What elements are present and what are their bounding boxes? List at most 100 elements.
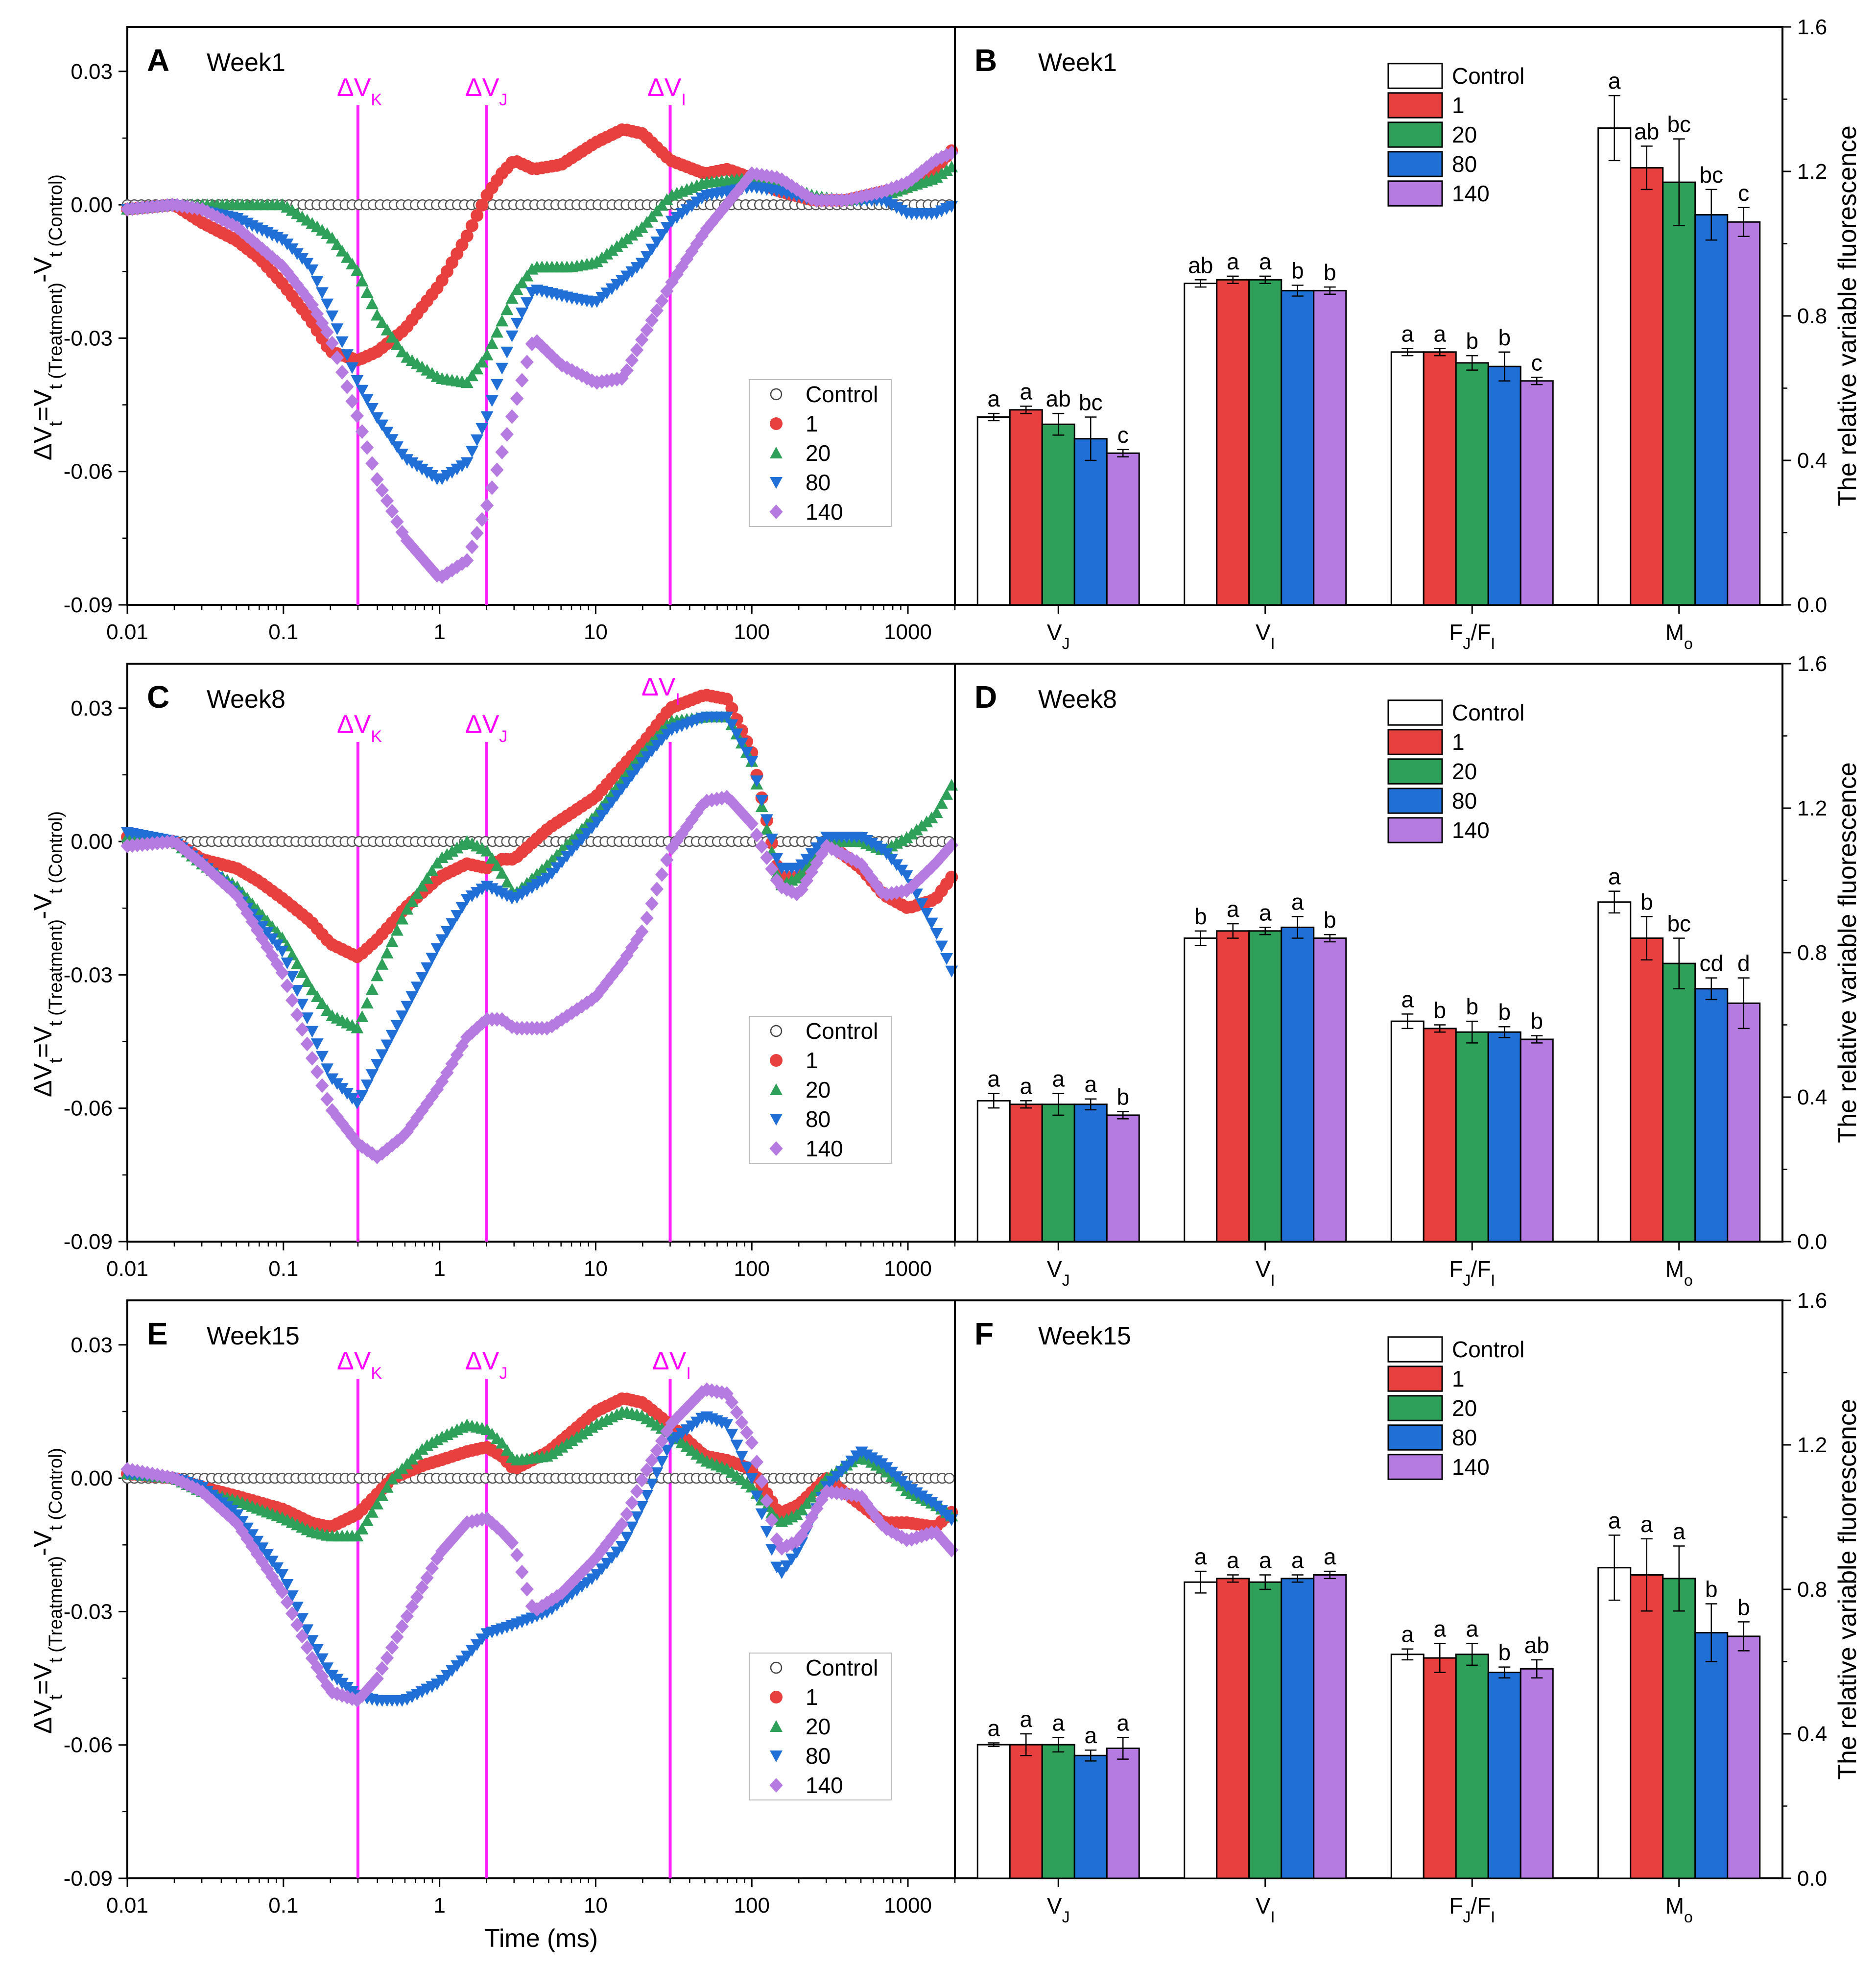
- data-point: [495, 1524, 509, 1539]
- y-tick-label: -0.09: [64, 1867, 113, 1891]
- data-point: [396, 1010, 409, 1023]
- legend-swatch-t80: [1387, 151, 1443, 177]
- data-point: [570, 839, 584, 852]
- data-point: [380, 1481, 394, 1493]
- data-point: [310, 276, 324, 288]
- data-point: [655, 734, 668, 746]
- data-point: [385, 1030, 399, 1042]
- x-tick-label: 0.1: [268, 1894, 298, 1918]
- legend-swatch-control: [1387, 63, 1443, 89]
- bar-t20: [1248, 1581, 1282, 1879]
- data-point: [735, 1415, 749, 1430]
- y-tick-label: 1.6: [1797, 652, 1827, 676]
- data-point: [505, 1535, 519, 1550]
- significance-letter: a: [1116, 1710, 1129, 1735]
- data-point: [930, 928, 943, 940]
- data-point: [275, 259, 289, 273]
- data-point: [405, 1599, 419, 1614]
- data-point: [435, 851, 449, 863]
- data-point: [735, 738, 748, 750]
- data-point: [505, 330, 519, 342]
- significance-letter: bc: [1667, 112, 1691, 137]
- significance-letter: c: [1738, 180, 1749, 206]
- data-point: [750, 775, 763, 788]
- bar-t140: [1106, 1748, 1140, 1879]
- data-point: [320, 1092, 334, 1107]
- bar-control: [1597, 127, 1632, 606]
- data-point: [331, 323, 344, 336]
- data-point: [351, 1097, 364, 1110]
- data-point: [355, 1688, 369, 1703]
- data-point: [296, 966, 309, 978]
- y-tick-label: 1.2: [1797, 796, 1827, 820]
- data-point: [770, 873, 784, 888]
- data-point: [705, 215, 719, 230]
- data-point: [415, 1103, 429, 1118]
- significance-letter: ab: [1524, 1632, 1549, 1658]
- data-point: [380, 493, 394, 508]
- data-point: [440, 926, 453, 938]
- data-point: [285, 993, 299, 1008]
- data-point: [520, 1582, 534, 1597]
- y-tick-label: 0.0: [1797, 593, 1827, 617]
- data-point: [635, 924, 649, 939]
- series-t80: [121, 711, 958, 1110]
- bar-t140: [1313, 289, 1347, 606]
- bar-t20: [1455, 1654, 1489, 1879]
- data-point: [775, 1567, 788, 1579]
- data-point: [296, 1613, 309, 1625]
- data-point: [290, 1602, 304, 1614]
- data-point: [620, 1507, 634, 1522]
- legend-label-t140: 140: [806, 1136, 843, 1161]
- data-point: [321, 1063, 334, 1076]
- significance-letter: a: [987, 1066, 1000, 1092]
- data-point: [640, 322, 654, 337]
- data-point: [306, 1635, 319, 1647]
- bar-t1: [1009, 409, 1043, 606]
- significance-letter: b: [1324, 907, 1336, 933]
- data-point: [655, 1456, 668, 1468]
- data-point: [475, 512, 489, 527]
- bar-t20: [1248, 279, 1282, 606]
- data-point: [805, 1490, 818, 1503]
- data-point: [655, 229, 668, 241]
- bar-t20: [1662, 1578, 1696, 1879]
- legend-swatch-t20: [770, 1083, 783, 1096]
- bar-t1: [1630, 937, 1664, 1243]
- legend-swatch-control: [770, 388, 783, 401]
- data-point: [326, 232, 339, 244]
- data-point: [280, 978, 294, 993]
- x-tick-label: 0.01: [106, 620, 148, 644]
- data-point: [510, 1547, 524, 1562]
- y-tick-label: -0.03: [64, 1600, 113, 1624]
- y-tick-label: 0.00: [71, 830, 113, 854]
- data-point: [655, 293, 669, 309]
- data-point: [390, 1630, 404, 1645]
- data-point: [265, 1569, 279, 1584]
- data-point: [356, 274, 369, 287]
- bar-t1: [1216, 1578, 1250, 1879]
- data-point: [575, 368, 589, 383]
- data-point: [825, 841, 839, 856]
- data-point: [300, 1036, 314, 1052]
- data-point: [520, 355, 534, 370]
- data-point: [730, 800, 744, 815]
- data-point: [415, 880, 428, 892]
- bar-t80: [1694, 1632, 1729, 1879]
- data-point: [665, 840, 679, 856]
- y-tick-label: -0.06: [64, 460, 113, 484]
- data-point: [401, 454, 414, 466]
- significance-letter: a: [1020, 1073, 1032, 1099]
- data-point: [590, 816, 603, 829]
- data-point: [496, 866, 509, 879]
- data-point: [560, 1437, 573, 1450]
- category-label: VJ: [1047, 1256, 1070, 1289]
- data-point: [795, 1503, 808, 1515]
- data-point: [310, 1064, 324, 1079]
- significance-letter: a: [1227, 1548, 1239, 1573]
- data-point: [480, 348, 494, 360]
- data-point: [415, 463, 428, 476]
- data-point: [306, 264, 319, 276]
- data-point: [421, 962, 434, 974]
- legend-label-t1: 1: [806, 1048, 818, 1073]
